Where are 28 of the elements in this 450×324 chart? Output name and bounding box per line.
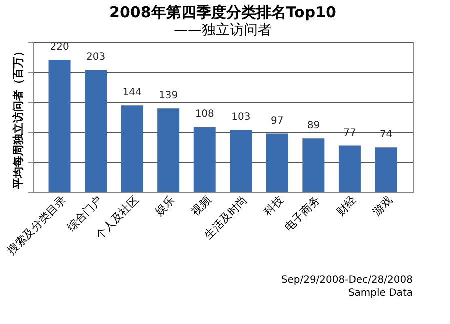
data-label: 103 xyxy=(232,112,251,124)
bar xyxy=(338,146,361,192)
bar xyxy=(48,60,71,192)
data-label: 89 xyxy=(307,120,320,132)
bar xyxy=(85,70,108,192)
text: Sample Data xyxy=(348,288,413,299)
data-label: 97 xyxy=(271,116,284,127)
bar xyxy=(158,108,180,192)
bar xyxy=(375,148,398,192)
data-label: 108 xyxy=(195,109,214,120)
x-tick-label: 财经 xyxy=(334,194,359,219)
bar xyxy=(230,130,252,192)
data-label: 203 xyxy=(86,52,106,64)
data-label: 139 xyxy=(159,90,178,102)
data-label: 220 xyxy=(50,42,70,53)
data-label: 144 xyxy=(122,88,142,99)
bar xyxy=(194,127,216,192)
text: Sep/29/2008-Dec/28/2008 xyxy=(281,275,413,286)
chart-title: 2008年第四季度分类排名Top10 xyxy=(110,4,336,22)
x-tick-label: 娱乐 xyxy=(152,194,178,219)
chart-subtitle: ——独立访问者 xyxy=(174,22,272,38)
bar xyxy=(302,138,325,192)
bar xyxy=(266,134,288,192)
x-tick-label: 视频 xyxy=(189,194,214,219)
y-axis-title: 平均每周独立访问者（百万） xyxy=(12,46,25,190)
data-label: 74 xyxy=(380,130,393,141)
bar xyxy=(121,106,144,192)
x-tick-label: 游戏 xyxy=(370,194,396,219)
